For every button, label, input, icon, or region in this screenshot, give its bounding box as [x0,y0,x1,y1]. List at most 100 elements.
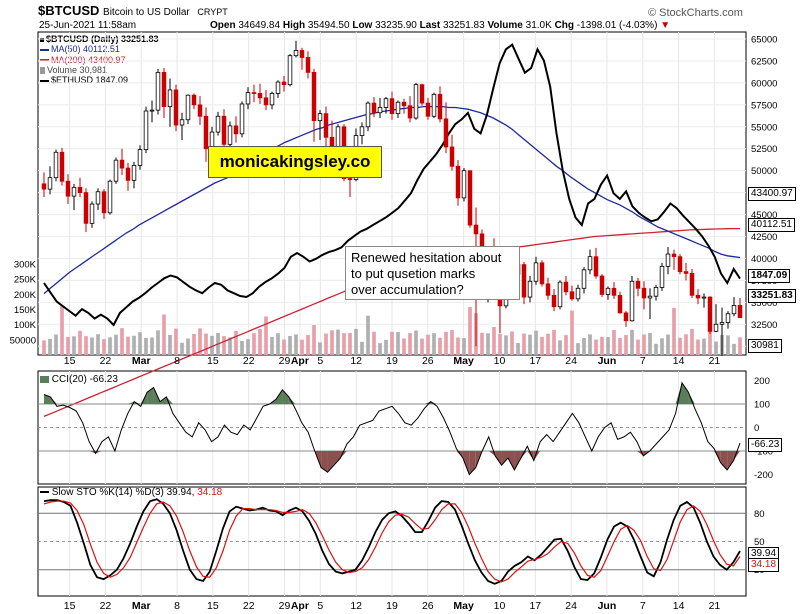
low-value: 33235.90 [375,20,417,31]
chg-down-icon: ▼ [660,20,671,31]
candle-body [167,89,173,108]
cci-shaded-area [682,382,689,404]
volume-bar [408,333,412,355]
candle-body [155,71,161,111]
candle-body [713,323,719,332]
candle-body [323,113,329,138]
x-tick-label: 14 [673,355,685,367]
candle-body [257,93,263,99]
candle-body [671,253,677,258]
volume-bar [636,339,640,355]
volume-bar [576,343,580,355]
annotation-line: Renewed hesitation about [351,250,502,265]
volume-bar [354,328,358,355]
volume-bar [684,334,688,355]
volume-bar [342,333,346,355]
candle-body [389,98,395,115]
sto-d-label: 34.18 [748,558,780,572]
x-tick-label: 10 [494,355,506,367]
volume-bar [228,337,232,355]
candle-body [611,287,617,296]
candle-body [425,102,431,117]
line-swatch-icon [40,59,49,62]
y-tick-label: 32500 [751,320,777,331]
x-tick-label: 24 [565,355,577,367]
candle-body [701,296,707,299]
volume-bar [726,335,730,355]
candle-body [605,287,611,295]
volume-bar [372,331,376,355]
y-tick-label: 57500 [751,100,777,111]
open-label: Open [210,20,236,31]
volume-bar [402,338,406,355]
candle-body [473,224,479,235]
volume-bar [42,340,46,355]
candle-body [395,101,401,115]
volume-bar [462,338,466,355]
candle-body [107,180,113,214]
volume-bar [516,342,520,355]
volume-bar [60,305,64,355]
volume-bar [534,330,538,355]
candle-body [599,275,605,295]
candle-body [551,294,557,308]
chg-label: Chg [554,20,575,31]
candle-body [653,287,659,297]
x-tick-label: 22 [100,600,112,612]
x-tick-label: 19 [386,600,398,612]
x-tick-label: 17 [529,600,541,612]
volume-bar [174,328,178,355]
volume-bar [540,336,544,355]
x-tick-label: 21 [709,355,721,367]
candle-body [95,191,101,205]
cci-tick-label: 0 [754,423,759,434]
x-tick-label: 15 [64,355,76,367]
volume-bar [612,330,616,355]
candle-body [299,50,305,58]
volume-bar [306,335,310,355]
candle-body [281,81,287,86]
volume-bar [258,329,262,355]
line-swatch-icon [40,48,49,51]
candle-body [245,92,251,105]
legend-eth: $ETHUSD 1847.09 [40,75,159,85]
volume-bar [120,328,124,355]
volume-bar [78,330,82,355]
volume-tick-label: 50000 [10,335,36,346]
volume-bar [282,339,286,355]
volume-bar [396,332,400,355]
cci-shaded-area [44,394,51,404]
cci-shaded-area [334,451,341,466]
cci-shaded-area [288,396,296,404]
candle-body [227,125,233,145]
x-tick-label: 7 [640,600,646,612]
cci-tick-label: -100 [754,447,773,458]
volume-bar [696,339,700,355]
candle-body [191,94,197,106]
candle-body [359,126,365,136]
volume-bar [336,329,340,355]
volume-bar [546,333,550,355]
brand-label: © StockCharts.com [648,7,743,19]
volume-bar [126,336,130,355]
volume-bar [288,336,292,355]
x-tick-label: 24 [565,600,577,612]
volume-bar [150,337,154,355]
exchange: CRYPT [197,7,228,17]
volume-bar [594,339,598,355]
volume-bar [654,343,658,355]
volume-bar [84,336,88,355]
volume-bar [108,337,112,355]
x-tick-label: 26 [422,355,434,367]
volume-bar [492,327,496,355]
candle-body [137,149,143,166]
volume-bar [528,334,532,355]
volume-bar [714,341,718,355]
y-tick-label: 62500 [751,56,777,67]
candle-body [431,93,437,117]
x-tick-label: 26 [422,600,434,612]
x-tick-label: 29 [279,600,291,612]
candle-body [119,159,125,169]
volume-bar [168,334,172,355]
x-tick-label: 8 [174,355,180,367]
